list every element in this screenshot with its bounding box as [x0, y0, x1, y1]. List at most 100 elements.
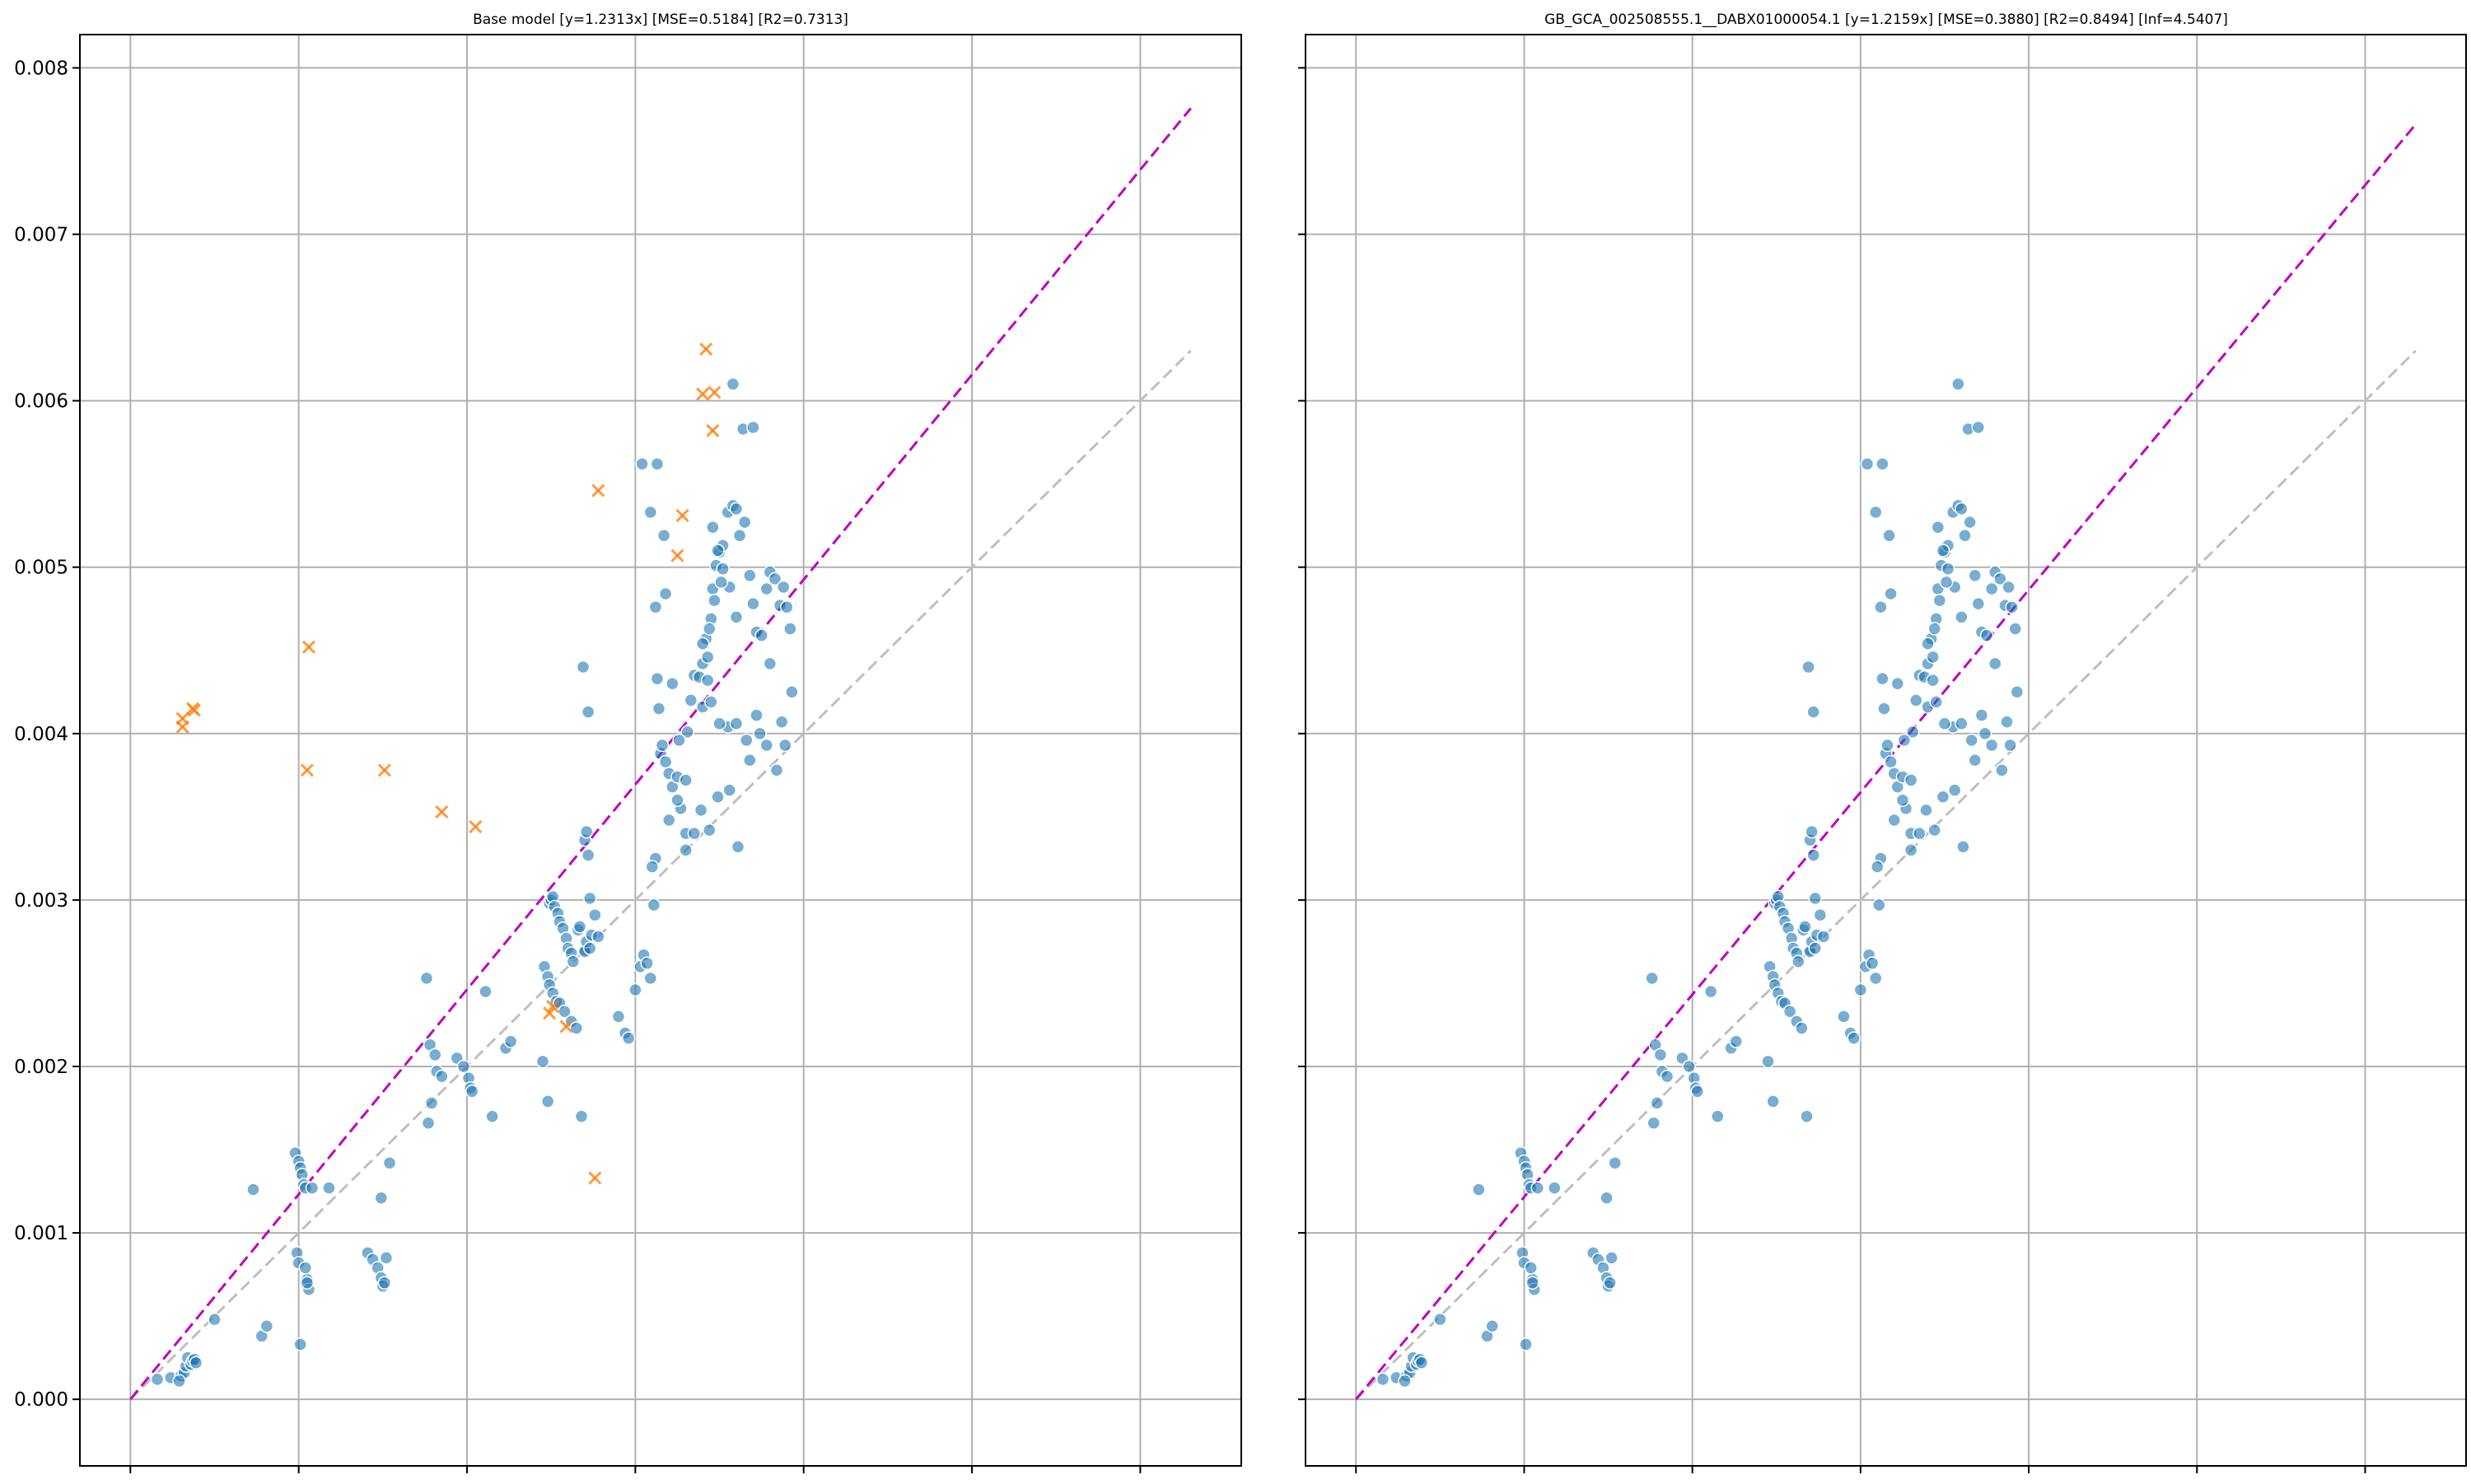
data-point: [582, 891, 597, 906]
data-point: [1847, 1031, 1861, 1045]
data-point: [576, 660, 591, 674]
outlier-stroke: [708, 385, 722, 399]
data-point: [579, 824, 594, 839]
data-point: [1988, 656, 2002, 671]
data-point: [714, 575, 728, 590]
data-point: [774, 715, 789, 729]
data-point: [374, 1191, 389, 1205]
outlier-stroke: [546, 1000, 560, 1014]
data-point: [1882, 529, 1896, 543]
outlier-marker: [699, 342, 713, 357]
data-point: [1791, 954, 1805, 968]
data-point: [1603, 1276, 1617, 1290]
data-point: [1813, 908, 1828, 922]
data-point: [1880, 738, 1894, 753]
data-point: [2005, 600, 2019, 614]
data-point: [621, 1031, 636, 1045]
outlier-marker: [435, 805, 449, 819]
data-point: [1984, 738, 1999, 753]
data-point: [731, 839, 745, 854]
data-point: [189, 1356, 203, 1370]
data-point: [666, 676, 680, 691]
y-tick-label: 0.001: [14, 1223, 68, 1244]
outlier-stroke: [699, 342, 713, 357]
data-point: [1937, 716, 1952, 730]
data-point: [1909, 693, 1923, 707]
data-point: [768, 572, 782, 586]
data-point: [729, 610, 744, 624]
data-point: [1958, 529, 1972, 543]
data-point: [1913, 826, 1927, 841]
data-point: [1805, 824, 1819, 839]
data-point: [1605, 1251, 1619, 1265]
data-point: [1974, 708, 1989, 722]
data-point: [485, 1109, 499, 1123]
y-tick-label: 0.004: [14, 724, 68, 745]
y-tick-label: 0.006: [14, 391, 68, 413]
data-point: [419, 971, 434, 986]
data-point: [700, 673, 715, 688]
data-point: [1472, 1183, 1486, 1197]
outlier-marker: [543, 1006, 557, 1020]
data-point: [1955, 502, 1969, 516]
data-point: [1936, 544, 1950, 558]
data-point: [1903, 843, 1918, 857]
data-point: [684, 693, 698, 707]
outlier-stroke: [175, 720, 189, 734]
data-point: [1887, 813, 1901, 828]
data-point: [1808, 941, 1822, 955]
data-point: [424, 1096, 439, 1110]
data-point: [2010, 685, 2025, 699]
data-point: [1647, 1116, 1661, 1130]
data-point: [1895, 793, 1910, 807]
data-point: [2000, 715, 2014, 729]
outlier-stroke: [469, 819, 483, 834]
data-point: [1877, 702, 1891, 716]
identity-line: [1355, 349, 2417, 1401]
data-point: [1956, 839, 1970, 854]
data-point: [1795, 1021, 1809, 1035]
data-point: [759, 581, 773, 596]
data-point: [427, 1048, 442, 1062]
y-tick-label: 0.003: [14, 890, 68, 912]
data-point: [1955, 716, 1969, 730]
data-point: [1947, 783, 1962, 797]
outlier-stroke: [435, 805, 449, 819]
data-point: [574, 1109, 589, 1123]
data-point: [1782, 1005, 1797, 1019]
axes-frame: [1305, 34, 2467, 1467]
plot-title: GB_GCA_002508555.1__DABX01000054.1 [y=1.…: [1544, 12, 2228, 28]
data-point: [1519, 1337, 1533, 1351]
identity-line: [129, 349, 1192, 1401]
data-point: [1993, 572, 2007, 586]
data-point: [1816, 930, 1831, 944]
data-point: [1376, 1372, 1390, 1387]
data-point: [746, 420, 760, 435]
data-point: [2003, 738, 2017, 753]
data-point: [722, 783, 737, 797]
data-point: [726, 377, 740, 391]
data-point: [1968, 568, 1982, 583]
data-point: [1951, 377, 1965, 391]
axes-frame: [79, 34, 1242, 1467]
data-point: [628, 982, 642, 997]
data-point: [465, 1085, 479, 1099]
data-point: [2008, 622, 2022, 636]
data-point: [680, 725, 694, 740]
data-point: [704, 695, 718, 709]
y-tick-label: 0.008: [14, 58, 68, 79]
data-point: [703, 622, 717, 636]
data-point: [729, 502, 744, 516]
data-point: [1871, 860, 1885, 874]
data-point: [656, 529, 671, 543]
data-point: [298, 1261, 313, 1275]
data-point: [746, 596, 760, 611]
data-point: [650, 671, 665, 686]
data-point: [1979, 628, 1994, 642]
data-point: [1897, 733, 1912, 748]
outlier-stroke: [706, 423, 720, 438]
outlier-stroke: [559, 1020, 573, 1034]
data-point: [650, 457, 665, 471]
data-point: [2002, 580, 2016, 595]
